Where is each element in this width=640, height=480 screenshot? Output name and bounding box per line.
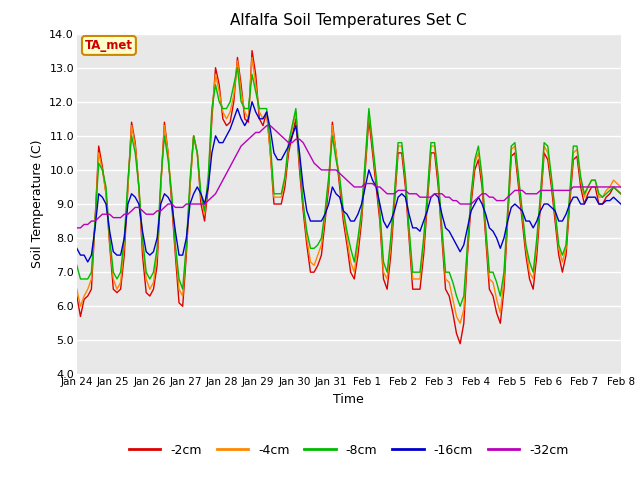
Title: Alfalfa Soil Temperatures Set C: Alfalfa Soil Temperatures Set C xyxy=(230,13,467,28)
X-axis label: Time: Time xyxy=(333,393,364,406)
Y-axis label: Soil Temperature (C): Soil Temperature (C) xyxy=(31,140,44,268)
Text: TA_met: TA_met xyxy=(85,39,133,52)
Legend: -2cm, -4cm, -8cm, -16cm, -32cm: -2cm, -4cm, -8cm, -16cm, -32cm xyxy=(124,439,573,462)
